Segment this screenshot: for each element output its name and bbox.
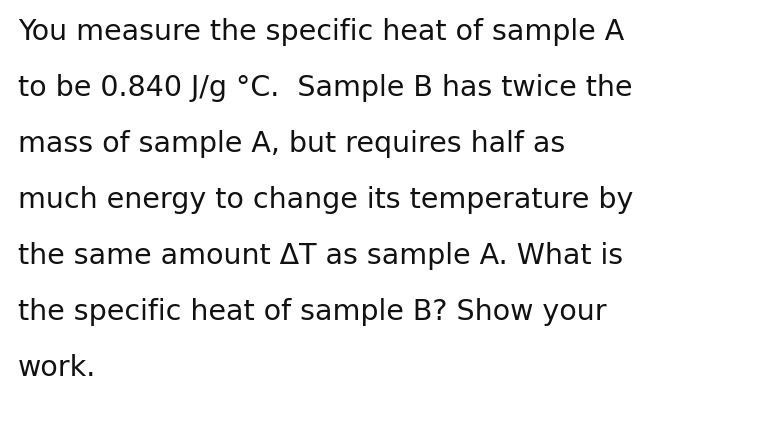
Text: to be 0.840 J/g °C.  Sample B has twice the: to be 0.840 J/g °C. Sample B has twice t… <box>18 74 632 102</box>
Text: much energy to change its temperature by: much energy to change its temperature by <box>18 186 633 214</box>
Text: work.: work. <box>18 354 96 382</box>
Text: mass of sample A, but requires half as: mass of sample A, but requires half as <box>18 130 565 158</box>
Text: the same amount ΔT as sample A. What is: the same amount ΔT as sample A. What is <box>18 242 623 270</box>
Text: You measure the specific heat of sample A: You measure the specific heat of sample … <box>18 18 624 46</box>
Text: the specific heat of sample B? Show your: the specific heat of sample B? Show your <box>18 298 606 326</box>
